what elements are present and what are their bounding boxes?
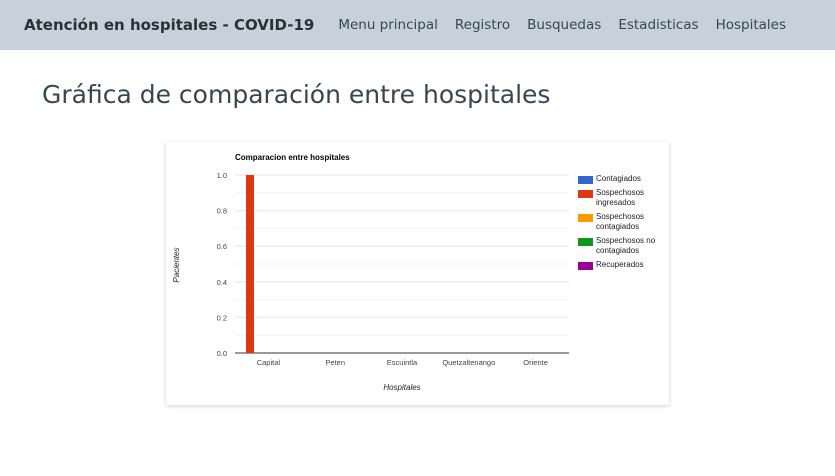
chart-title: Comparacion entre hospitales xyxy=(235,153,350,162)
nav-links: Menu principal Registro Busquedas Estadi… xyxy=(338,17,803,33)
page-title: Gráfica de comparación entre hospitales xyxy=(42,80,551,109)
nav-menu-principal[interactable]: Menu principal xyxy=(338,17,438,33)
legend-item: Contagiados xyxy=(578,174,668,184)
top-navbar: Atención en hospitales - COVID-19 Menu p… xyxy=(0,0,835,50)
legend-label: Contagiados xyxy=(596,174,641,183)
legend-swatch xyxy=(578,214,593,222)
y-tick-label: 1.0 xyxy=(217,171,227,180)
x-axis-label: Hospitales xyxy=(383,383,420,392)
x-tick-label: Peten xyxy=(325,358,345,367)
chart-card: Comparacion entre hospitales Pacientes H… xyxy=(166,142,669,405)
legend-label: Sospechosos no contagiados xyxy=(596,236,656,255)
y-tick-label: 0.4 xyxy=(217,278,227,287)
comparison-chart: Comparacion entre hospitales Pacientes H… xyxy=(172,153,569,392)
legend-item: Recuperados xyxy=(578,260,668,270)
legend-swatch xyxy=(578,262,593,270)
legend-label: Sospechosos ingresados xyxy=(596,188,645,207)
legend-swatch xyxy=(578,176,593,184)
chart-legend: Contagiados Sospechosos ingresados Sospe… xyxy=(578,174,668,274)
nav-hospitales[interactable]: Hospitales xyxy=(715,17,786,33)
legend-swatch xyxy=(578,190,593,198)
x-tick-label: Escuintla xyxy=(387,358,418,367)
legend-item: Sospechosos ingresados xyxy=(578,188,668,208)
y-tick-label: 0.8 xyxy=(217,207,227,216)
x-tick-label: Oriente xyxy=(523,358,548,367)
nav-busquedas[interactable]: Busquedas xyxy=(527,17,602,33)
app-brand[interactable]: Atención en hospitales - COVID-19 xyxy=(24,16,315,34)
legend-swatch xyxy=(578,238,593,246)
bar-capital-series-1 xyxy=(246,175,254,353)
nav-registro[interactable]: Registro xyxy=(454,17,511,33)
y-tick-label: 0.0 xyxy=(217,349,227,358)
nav-estadisticas[interactable]: Estadisticas xyxy=(618,17,699,33)
legend-item: Sospechosos contagiados xyxy=(578,212,668,232)
y-tick-label: 0.6 xyxy=(217,242,227,251)
legend-item: Sospechosos no contagiados xyxy=(578,236,668,256)
y-tick-label: 0.2 xyxy=(217,313,227,322)
x-tick-label: Quetzaltenango xyxy=(442,358,495,367)
legend-label: Sospechosos contagiados xyxy=(596,212,645,231)
legend-label: Recuperados xyxy=(596,260,644,269)
x-tick-label: Capital xyxy=(257,358,281,367)
y-axis-label: Pacientes xyxy=(172,247,181,282)
